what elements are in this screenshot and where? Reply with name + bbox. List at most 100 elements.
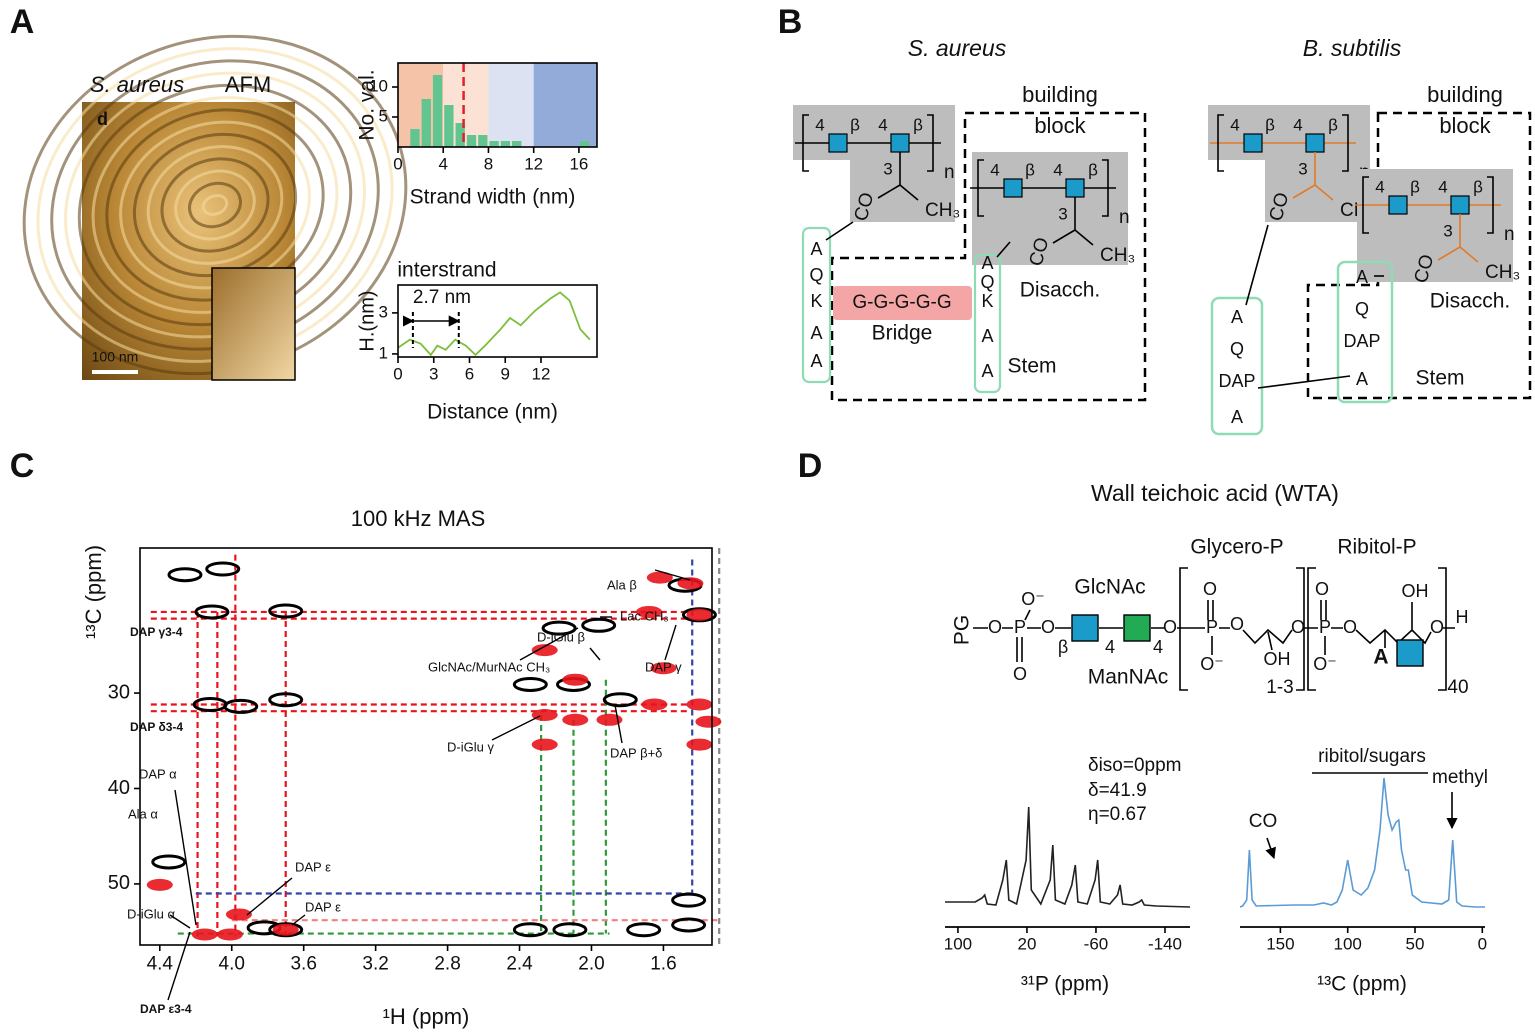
ring-number: β [1410, 177, 1420, 196]
leader-line [491, 715, 541, 741]
contour-peak [151, 854, 187, 870]
afm-strand [146, 145, 284, 265]
contour-peak [531, 709, 558, 722]
building-block-outline [1306, 111, 1532, 400]
leader-line [589, 647, 601, 661]
ring-number: β [1088, 160, 1098, 179]
leader-line [174, 789, 197, 926]
leader-line [614, 704, 623, 744]
atom: O⁻ [1200, 654, 1224, 674]
peak-annotation: D-iGlu γ [447, 739, 494, 754]
peak-annotation: DAP ε3-4 [140, 1002, 192, 1016]
atom: O [1291, 617, 1305, 637]
y-tick-label: 40 [108, 777, 130, 799]
x-tick-label: 100 [944, 934, 972, 953]
contour-peak [686, 698, 713, 711]
ring-number: 3 [883, 159, 892, 178]
ring-number: 4 [1375, 177, 1384, 196]
atom: O [1430, 617, 1444, 637]
methyl: CH₃ [1100, 245, 1135, 266]
ring-number: β [1265, 115, 1275, 134]
ring-number: β [1025, 160, 1035, 179]
bridge-box [833, 286, 972, 320]
peak-annotation: D-iGlu α [127, 906, 175, 921]
spectrum-annotation: methyl [1432, 767, 1488, 788]
y-axis-label: No. val. [356, 69, 379, 140]
x-tick-label: 50 [1406, 934, 1425, 953]
bracket [802, 114, 934, 172]
contour-peak [512, 922, 548, 938]
x-tick-label: 2.0 [578, 953, 604, 974]
x-tick-label: -140 [1148, 934, 1182, 953]
bar [444, 105, 454, 147]
stem-box [1336, 260, 1394, 404]
repeat-count: 1-3 [1266, 677, 1293, 698]
contour-peak [191, 928, 218, 941]
bridge-label: Bridge [872, 322, 933, 345]
x-tick-label: 3.6 [290, 953, 316, 974]
organism-title: S. aureus [908, 35, 1007, 61]
annotation-arrow [1265, 837, 1276, 860]
sugar-square [1243, 133, 1263, 153]
peak-annotation: DAP ε [305, 899, 341, 914]
stem-residue: Q [980, 272, 994, 292]
bar [500, 141, 511, 147]
bridge-chain: G-G-G-G-G [852, 292, 951, 313]
atom: O [1343, 617, 1357, 637]
bracket [1217, 114, 1349, 172]
contour-peak [686, 738, 713, 751]
peak-annotation: Ala α [128, 806, 158, 821]
x-tick-label: 8 [484, 154, 493, 173]
ring-number: 3 [1443, 221, 1452, 240]
contour-peak [562, 713, 589, 726]
stem-residue: A [981, 361, 993, 381]
contour-peak [552, 922, 588, 938]
x-axis-label: Distance (nm) [427, 401, 558, 424]
bar [455, 123, 465, 147]
x-tick-label: 3.2 [362, 953, 388, 974]
spectrum-annotation: η=0.67 [1088, 804, 1147, 825]
bar [579, 141, 590, 147]
leader-line [654, 569, 691, 581]
panel-label: C [10, 447, 35, 485]
ring-number: 3 [1298, 159, 1307, 178]
atom: O [988, 617, 1002, 637]
x-tick-label: 6 [465, 364, 474, 383]
building-block-label: block [1034, 113, 1086, 138]
link [825, 221, 854, 241]
contour-peak [223, 698, 259, 714]
x-tick-label: 16 [569, 154, 588, 173]
spectrum-annotation: δ=41.9 [1088, 780, 1147, 801]
contour-peak [671, 917, 707, 933]
contour-peak [268, 603, 304, 619]
x-axis-label: ³¹P (ppm) [1021, 973, 1109, 996]
contour-peak [562, 673, 589, 686]
contour-peak [650, 662, 677, 675]
stem-box [973, 253, 1002, 394]
bracket [1362, 176, 1494, 234]
stem-box [1210, 296, 1264, 436]
contour-peak [531, 738, 558, 751]
atom: P [1319, 617, 1331, 637]
stem-residue: Q [809, 265, 823, 285]
sugar-square [1065, 178, 1085, 198]
contour-peak [216, 928, 243, 941]
ring-number: β [913, 115, 923, 134]
ring-number: 4 [1053, 160, 1062, 179]
x-tick-label: 150 [1266, 934, 1294, 953]
contour-peak [677, 577, 704, 590]
stem-residue: A [1231, 307, 1243, 327]
x-tick-label: 20 [1017, 934, 1036, 953]
y-tick-label: 3 [379, 302, 388, 321]
x-tick-label: 3 [429, 364, 438, 383]
peak-annotation: DAP ε [295, 859, 331, 874]
ring-number: 4 [1438, 177, 1447, 196]
plot-frame [397, 284, 598, 358]
sugar-label: GlcNAc [1074, 576, 1145, 599]
contour-peak [205, 561, 241, 577]
data-line [397, 291, 591, 357]
afm-organism: S. aureus [90, 72, 184, 97]
sugar-square [1388, 195, 1408, 215]
chart-title: 100 kHz MAS [351, 506, 486, 531]
